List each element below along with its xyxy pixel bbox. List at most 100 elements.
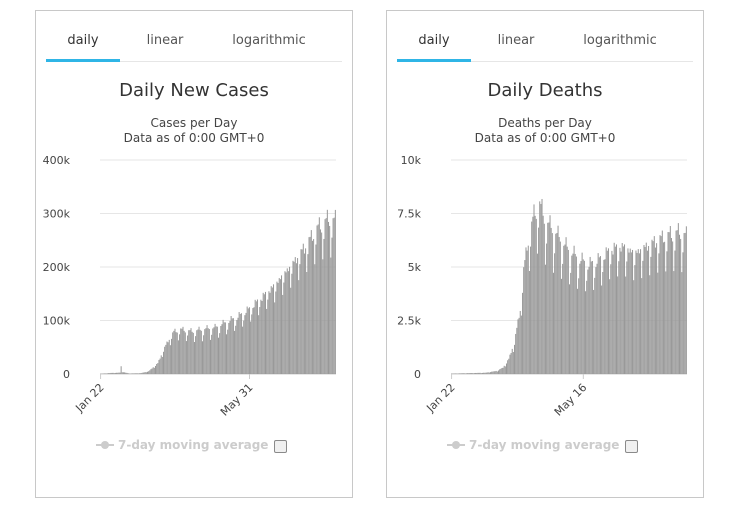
bar[interactable] [570, 272, 572, 374]
bar[interactable] [158, 359, 160, 374]
bar[interactable] [540, 203, 542, 374]
bar[interactable] [579, 263, 581, 374]
bar[interactable] [270, 286, 272, 374]
bar[interactable] [633, 280, 635, 374]
bar[interactable] [464, 373, 466, 374]
bar[interactable] [255, 301, 257, 374]
bar[interactable] [571, 255, 573, 374]
bar[interactable] [502, 367, 504, 374]
bar[interactable] [519, 310, 521, 374]
bar[interactable] [509, 354, 511, 374]
bar[interactable] [183, 330, 185, 374]
bar[interactable] [635, 250, 637, 374]
bar[interactable] [522, 292, 524, 374]
bar[interactable] [685, 226, 687, 374]
bar[interactable] [306, 272, 308, 374]
bar[interactable] [604, 259, 606, 374]
bar[interactable] [548, 222, 550, 374]
bar[interactable] [657, 272, 659, 374]
bar[interactable] [526, 250, 528, 374]
bar[interactable] [588, 266, 590, 374]
bar[interactable] [626, 261, 628, 374]
bar[interactable] [109, 373, 111, 374]
bar[interactable] [179, 334, 181, 374]
bar[interactable] [514, 344, 516, 374]
bar[interactable] [650, 256, 652, 374]
bar[interactable] [591, 260, 593, 374]
bar[interactable] [316, 225, 318, 374]
bar[interactable] [491, 371, 493, 374]
bar[interactable] [539, 201, 541, 374]
bar[interactable] [252, 308, 254, 374]
bar[interactable] [313, 239, 315, 374]
bar[interactable] [459, 373, 461, 374]
bar[interactable] [153, 367, 155, 374]
bar[interactable] [606, 250, 608, 374]
bar[interactable] [582, 259, 584, 374]
bar[interactable] [165, 344, 167, 374]
bar[interactable] [111, 372, 113, 374]
bar[interactable] [334, 209, 336, 374]
bar[interactable] [310, 230, 312, 374]
bar[interactable] [315, 244, 317, 374]
bar[interactable] [676, 230, 678, 374]
bar[interactable] [680, 238, 682, 374]
bar[interactable] [285, 272, 287, 374]
bar[interactable] [499, 369, 501, 374]
bar[interactable] [512, 352, 514, 374]
bar[interactable] [510, 353, 512, 374]
bar[interactable] [674, 250, 676, 374]
bar[interactable] [607, 248, 609, 374]
bar[interactable] [142, 372, 144, 374]
bar[interactable] [511, 348, 513, 374]
bar[interactable] [221, 324, 223, 374]
bar[interactable] [275, 291, 277, 374]
bar[interactable] [530, 246, 532, 374]
bar[interactable] [300, 249, 302, 374]
bar[interactable] [562, 263, 564, 374]
bar[interactable] [246, 306, 248, 374]
bar[interactable] [618, 261, 620, 374]
bar[interactable] [586, 280, 588, 374]
bar[interactable] [516, 327, 518, 374]
bar[interactable] [271, 287, 273, 375]
bar[interactable] [261, 300, 263, 374]
bar[interactable] [322, 259, 324, 374]
bar[interactable] [160, 355, 162, 374]
bar[interactable] [549, 215, 551, 374]
bar[interactable] [577, 288, 579, 374]
bar[interactable] [245, 312, 247, 374]
bar[interactable] [192, 332, 194, 374]
bar[interactable] [551, 233, 553, 374]
bar[interactable] [515, 333, 517, 374]
bar[interactable] [137, 373, 139, 374]
bar[interactable] [323, 238, 325, 374]
tab-logarithmic[interactable]: logarithmic [232, 33, 306, 48]
bar[interactable] [157, 363, 159, 374]
bar[interactable] [668, 232, 670, 374]
bar[interactable] [190, 328, 192, 374]
bar[interactable] [177, 340, 179, 374]
bar[interactable] [277, 282, 279, 374]
bar[interactable] [638, 253, 640, 374]
bar[interactable] [613, 242, 615, 374]
bar[interactable] [237, 317, 239, 374]
bar[interactable] [619, 247, 621, 374]
bar[interactable] [460, 373, 462, 374]
bar[interactable] [234, 330, 236, 374]
bar[interactable] [652, 241, 654, 374]
bar[interactable] [105, 373, 107, 374]
bar[interactable] [563, 245, 565, 374]
bar[interactable] [278, 278, 280, 374]
bar[interactable] [140, 373, 142, 374]
bar[interactable] [497, 370, 499, 375]
bar[interactable] [232, 318, 234, 374]
bar[interactable] [632, 249, 634, 374]
bar[interactable] [133, 373, 135, 374]
tab-daily[interactable]: daily [46, 27, 120, 62]
bar[interactable] [333, 217, 335, 374]
bar[interactable] [656, 243, 658, 374]
moving-average-checkbox[interactable] [274, 440, 287, 453]
bar[interactable] [467, 373, 469, 374]
bar[interactable] [508, 358, 510, 374]
